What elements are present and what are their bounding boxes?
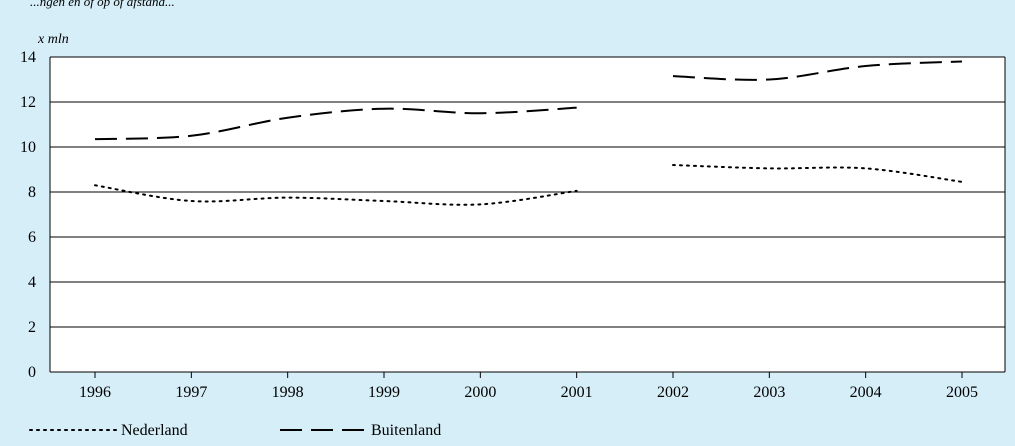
x-tick-label: 1998: [272, 384, 304, 401]
series-line-buitenland-segment-2: [672, 60, 963, 81]
y-axis-unit-label: x mln: [37, 32, 69, 47]
y-tick-label: 0: [28, 364, 36, 381]
x-tick-label: 2001: [561, 384, 593, 401]
y-tick-labels: 0 2 4 6 8 10 12 14: [20, 49, 36, 381]
x-tick-labels: 1996 1997 1998 1999 2000 2001 2002 2003 2004 2005: [79, 372, 978, 401]
y-tick-label: 8: [28, 184, 36, 201]
x-tick-label: 2002: [657, 384, 689, 401]
y-tick-label: 4: [28, 274, 36, 291]
y-tick-label: 6: [28, 229, 36, 246]
chart-caption-fragment: ...ngen en of op of afstand...: [30, 0, 175, 9]
y-tick-label: 12: [20, 94, 36, 111]
legend-label-nederland: Nederland: [121, 422, 188, 439]
x-tick-label: 2004: [850, 384, 882, 401]
x-tick-label: 2003: [753, 384, 785, 401]
y-tick-label: 14: [20, 49, 36, 66]
series-line-nederland-segment-2: [672, 164, 963, 183]
y-tick-label: 10: [20, 139, 36, 156]
axes: [49, 57, 1006, 372]
plot-area: [50, 57, 1005, 372]
x-tick-label: 2000: [464, 384, 496, 401]
x-tick-label: 1997: [175, 384, 207, 401]
x-tick-label: 1999: [368, 384, 400, 401]
grid-lines: [50, 56, 1005, 373]
x-tick-label: 1996: [79, 384, 111, 401]
legend: Nederland Buitenland: [29, 422, 441, 439]
y-tick-label: 2: [28, 319, 36, 336]
x-tick-label: 2005: [946, 384, 978, 401]
series-lines: [94, 60, 963, 206]
legend-label-buitenland: Buitenland: [371, 422, 441, 439]
